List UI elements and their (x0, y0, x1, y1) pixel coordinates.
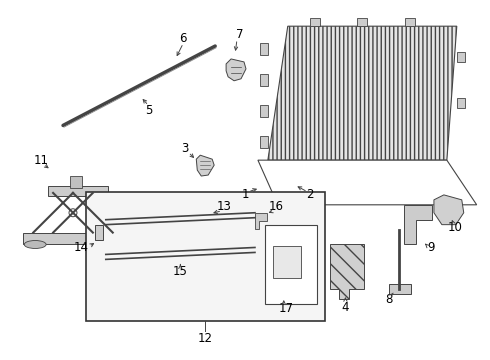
Bar (265, 225, 317, 304)
Polygon shape (196, 155, 214, 176)
Text: 16: 16 (269, 200, 283, 213)
Bar (273, 247, 301, 278)
Polygon shape (434, 195, 464, 225)
Text: 11: 11 (34, 154, 49, 167)
Text: 13: 13 (217, 200, 232, 213)
Bar (23, 233, 118, 244)
Text: 4: 4 (342, 301, 349, 314)
Text: 6: 6 (180, 32, 187, 45)
Text: 8: 8 (386, 293, 393, 306)
Polygon shape (404, 205, 432, 244)
Polygon shape (357, 18, 368, 26)
Bar (48, 186, 108, 196)
Text: 15: 15 (173, 265, 188, 278)
Polygon shape (260, 74, 268, 86)
Polygon shape (389, 284, 411, 294)
Text: 9: 9 (427, 241, 435, 254)
Polygon shape (405, 18, 415, 26)
Ellipse shape (69, 209, 77, 217)
Polygon shape (310, 18, 320, 26)
Text: 2: 2 (306, 188, 314, 201)
Text: 1: 1 (241, 188, 249, 201)
Polygon shape (260, 105, 268, 117)
Text: 10: 10 (447, 221, 462, 234)
Text: 7: 7 (236, 28, 244, 41)
Polygon shape (226, 59, 246, 81)
Text: 17: 17 (278, 302, 294, 315)
Polygon shape (255, 213, 267, 229)
Ellipse shape (92, 240, 114, 248)
Polygon shape (329, 244, 365, 299)
Text: 14: 14 (74, 241, 88, 254)
Polygon shape (457, 98, 465, 108)
Bar (70, 176, 82, 188)
Text: 5: 5 (145, 104, 152, 117)
Polygon shape (457, 52, 465, 62)
Bar (86, 192, 324, 321)
Ellipse shape (24, 240, 46, 248)
Polygon shape (268, 26, 457, 160)
Text: 3: 3 (182, 142, 189, 155)
Polygon shape (258, 160, 477, 205)
Polygon shape (260, 43, 268, 55)
Text: 12: 12 (198, 332, 213, 345)
Polygon shape (95, 225, 103, 239)
Polygon shape (260, 136, 268, 148)
